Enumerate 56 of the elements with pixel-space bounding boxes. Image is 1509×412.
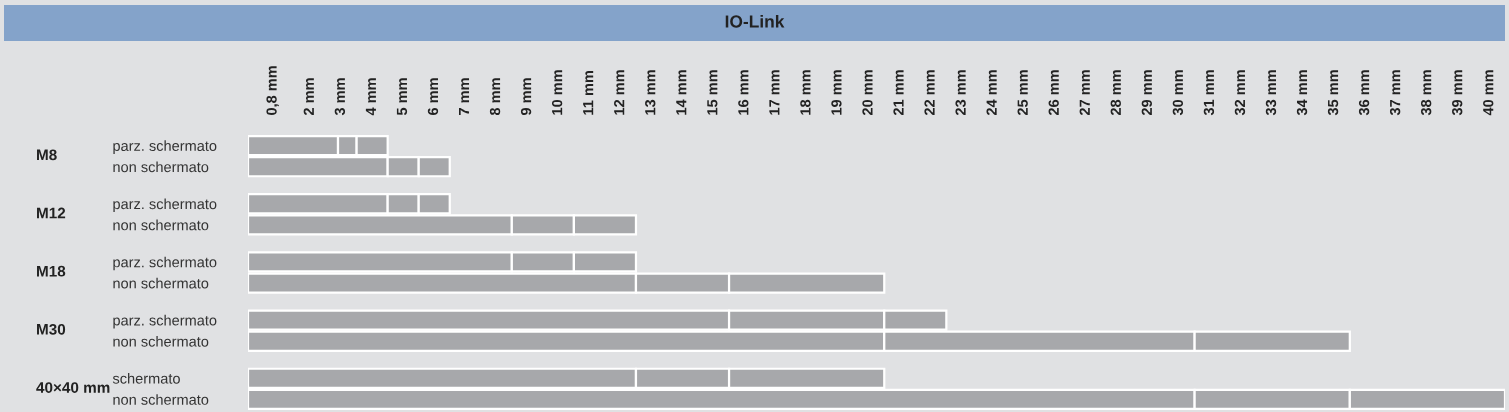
- x-tick-label: 18 mm: [800, 70, 811, 115]
- x-tick-label: 10 mm: [551, 70, 563, 115]
- y-tick-label: non schermato: [113, 335, 209, 347]
- y-tick-label: non schermato: [113, 161, 209, 173]
- x-tick-label: 38 mm: [1421, 70, 1432, 116]
- x-tick-label: 19 mm: [831, 70, 842, 115]
- x-tick-label: 17 mm: [769, 70, 780, 115]
- x-tick-label: 39 mm: [1452, 70, 1463, 116]
- x-tick-label: 9 mm: [520, 78, 532, 116]
- x-tick-label: 16 mm: [738, 70, 749, 115]
- y-tick-label: parz. schermato: [113, 140, 217, 154]
- x-tick-label: 40 mm: [1483, 70, 1494, 116]
- y-tick-label: non schermato: [113, 394, 209, 405]
- x-tick-label: 36 mm: [1358, 70, 1370, 116]
- x-tick-label: 37 mm: [1389, 70, 1401, 116]
- x-tick-label: 24 mm: [986, 70, 997, 116]
- x-tick-label: 13 mm: [645, 70, 656, 115]
- x-tick-label: 35 mm: [1327, 70, 1339, 116]
- text: M18: [37, 265, 66, 277]
- x-tick-label: 14 mm: [676, 70, 687, 115]
- x-tick-label: 0,8 mm: [266, 66, 279, 115]
- x-tick-label: 34 mm: [1296, 70, 1308, 116]
- x-tick-label: 20 mm: [862, 70, 873, 116]
- text: M30: [37, 323, 66, 335]
- y-tick-label: parz. schermato: [113, 256, 217, 271]
- x-tick-label: 23 mm: [955, 70, 966, 116]
- y-tick-label: parz. schermato: [113, 198, 217, 213]
- x-tick-label: 30 mm: [1172, 70, 1184, 116]
- x-tick-label: 26 mm: [1048, 70, 1059, 116]
- x-tick-label: 15 mm: [707, 70, 718, 115]
- x-tick-label: 25 mm: [1017, 70, 1028, 116]
- x-tick-label: 6 mm: [427, 78, 439, 116]
- x-tick-label: 7 mm: [459, 78, 470, 115]
- x-tick-label: 29 mm: [1141, 70, 1152, 116]
- chart-title: IO-Link: [725, 14, 785, 28]
- x-tick-label: 22 mm: [924, 70, 935, 116]
- x-tick-label: 2 mm: [303, 78, 314, 116]
- text: 40×40 mm: [36, 382, 110, 393]
- x-tick-label: 33 mm: [1265, 70, 1277, 116]
- x-tick-label: 28 mm: [1110, 70, 1121, 116]
- text: M8: [37, 149, 57, 161]
- x-tick-label: 8 mm: [489, 78, 501, 116]
- x-tick-label: 21 mm: [893, 70, 904, 116]
- x-tick-label: 5 mm: [396, 78, 408, 116]
- x-tick-label: 27 mm: [1079, 70, 1090, 116]
- y-tick-label: non schermato: [113, 219, 209, 231]
- text: M12: [37, 207, 66, 219]
- x-tick-label: 4 mm: [365, 78, 376, 116]
- x-tick-label: 32 mm: [1234, 70, 1246, 116]
- x-tick-label: 12 mm: [614, 70, 625, 115]
- y-tick-label: schermato: [112, 372, 180, 384]
- y-tick-label: non schermato: [113, 277, 209, 289]
- x-tick-label: 31 mm: [1203, 70, 1215, 116]
- x-tick-label: 11 mm: [583, 71, 594, 115]
- x-tick-label: 3 mm: [334, 78, 346, 116]
- y-tick-label: parz. schermato: [113, 314, 217, 329]
